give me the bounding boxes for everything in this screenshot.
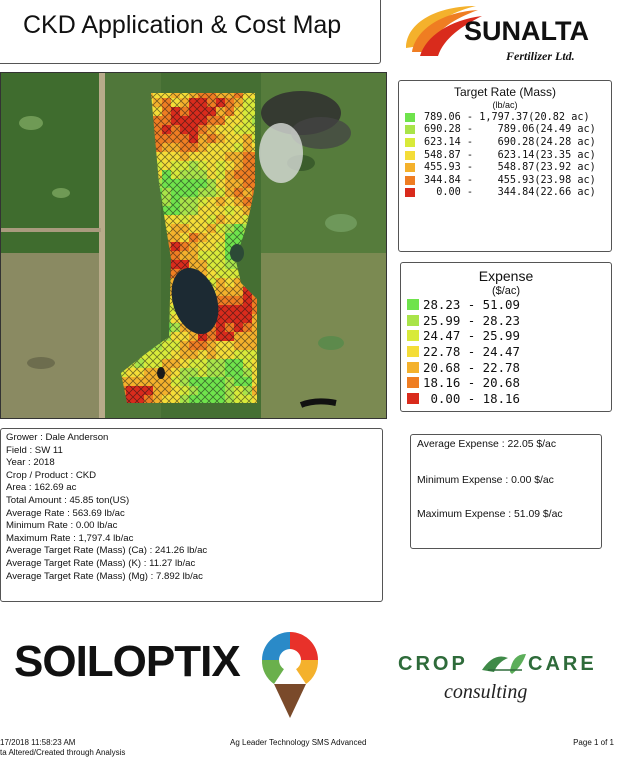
info-min-rate: Minimum Rate : 0.00 lb/ac — [6, 520, 118, 532]
legend-item: 690.28 - 789.06(24.49 ac) — [405, 124, 596, 137]
legend-range: 28.23 - 51.09 — [423, 297, 520, 313]
legend-item: 344.84 - 455.93(23.98 ac) — [405, 174, 596, 187]
legend-item: 0.00 - 344.84(22.66 ac) — [405, 187, 596, 200]
map-pin-icon — [261, 632, 319, 718]
footer-source: ta Altered/Created through Analysis — [0, 748, 126, 757]
legend-range: 455.93 - 548.87(23.92 ac) — [424, 162, 596, 174]
info-year: Year : 2018 — [6, 457, 55, 469]
rate-legend-title: Target Rate (Mass) — [453, 85, 557, 99]
legend-swatch — [405, 188, 415, 198]
cropcare-word-right: CARE — [528, 653, 596, 675]
info-avg-mg: Average Target Rate (Mass) (Mg) : 7.892 … — [6, 570, 203, 582]
page-title: CKD Application & Cost Map — [23, 11, 342, 39]
info-avg-rate: Average Rate : 563.69 lb/ac — [6, 507, 125, 519]
legend-item: 28.23 - 51.09 — [407, 297, 520, 313]
legend-range: 20.68 - 22.78 — [423, 359, 520, 375]
footer-date: 17/2018 11:58:23 AM — [0, 738, 76, 747]
legend-item: 24.47 - 25.99 — [407, 328, 520, 344]
legend-item: 0.00 - 18.16 — [407, 391, 520, 407]
legend-swatch — [407, 377, 419, 389]
cropcare-logo: CROP CARE consulting — [398, 653, 596, 703]
info-avg-ca: Average Target Rate (Mass) (Ca) : 241.26… — [6, 545, 208, 557]
info-total: Total Amount : 45.85 ton(US) — [6, 494, 130, 506]
legend-range: 690.28 - 789.06(24.49 ac) — [424, 124, 596, 136]
legend-range: 789.06 - 1,797.37(20.82 ac) — [424, 111, 590, 123]
legend-swatch — [405, 112, 415, 122]
legend-swatch — [407, 299, 419, 311]
legend-swatch — [405, 175, 415, 185]
info-crop: Crop / Product : CKD — [6, 469, 97, 481]
info-field: Field : SW 11 — [6, 444, 63, 456]
expense-legend-unit: ($/ac) — [491, 285, 521, 297]
info-area: Area : 162.69 ac — [6, 482, 77, 494]
legend-item: 22.78 - 24.47 — [407, 344, 520, 360]
leaf-icon — [482, 654, 526, 674]
legend-range: 548.87 - 623.14(23.35 ac) — [424, 149, 596, 161]
legend-item: 455.93 - 548.87(23.92 ac) — [405, 161, 596, 174]
page-footer: 17/2018 11:58:23 AM ta Altered/Created t… — [0, 736, 622, 766]
title-box: CKD Application & Cost Map — [0, 0, 381, 64]
legend-item: 20.68 - 22.78 — [407, 359, 520, 375]
sunalta-logo: SUNALTA Fertilizer Ltd. — [406, 6, 589, 63]
legend-range: 18.16 - 20.68 — [423, 375, 520, 391]
cropcare-word-left: CROP — [398, 653, 468, 675]
legend-swatch — [407, 346, 419, 358]
expense-stats-panel: Average Expense : 22.05 $/ac Minimum Exp… — [410, 434, 602, 549]
legend-range: 344.84 - 455.93(23.98 ac) — [424, 174, 596, 186]
sunalta-name: SUNALTA — [464, 16, 589, 46]
legend-range: 25.99 - 28.23 — [423, 312, 520, 328]
rate-legend-unit: (lb/ac) — [492, 100, 518, 110]
info-avg-k: Average Target Rate (Mass) (K) : 11.27 l… — [6, 557, 196, 569]
legend-item: 25.99 - 28.23 — [407, 313, 520, 329]
legend-swatch — [405, 163, 415, 173]
legend-swatch — [405, 150, 415, 160]
legend-swatch — [405, 137, 415, 147]
legend-item: 548.87 - 623.14(23.35 ac) — [405, 149, 596, 162]
legend-item: 18.16 - 20.68 — [407, 375, 520, 391]
soiloptix-wordmark: SOILOPTIX — [14, 637, 240, 686]
legend-swatch — [405, 125, 415, 135]
map-canvas — [1, 73, 386, 418]
legend-range: 0.00 - 344.84(22.66 ac) — [424, 187, 596, 199]
legend-range: 0.00 - 18.16 — [423, 390, 520, 406]
info-grower: Grower : Dale Anderson — [6, 432, 109, 443]
expense-legend-title: Expense — [478, 268, 534, 284]
expense-legend: Expense ($/ac) 28.23 - 51.09 25.99 - 28.… — [400, 262, 612, 412]
stat-max-expense: Maximum Expense : 51.09 $/ac — [417, 509, 563, 520]
legend-range: 24.47 - 25.99 — [423, 328, 520, 344]
prescription-map[interactable] — [0, 72, 387, 419]
sunalta-tagline: Fertilizer Ltd. — [505, 49, 575, 63]
footer-software: Ag Leader Technology SMS Advanced — [230, 738, 367, 747]
stat-min-expense: Minimum Expense : 0.00 $/ac — [417, 475, 554, 486]
legend-swatch — [407, 361, 419, 373]
legend-item: 623.14 - 690.28(24.28 ac) — [405, 136, 596, 149]
footer-page: Page 1 of 1 — [573, 738, 614, 747]
info-max-rate: Maximum Rate : 1,797.4 lb/ac — [6, 532, 134, 544]
legend-item: 789.06 - 1,797.37(20.82 ac) — [405, 111, 596, 124]
legend-range: 22.78 - 24.47 — [423, 344, 520, 360]
field-info-panel: Grower : Dale Anderson Field : SW 11 Yea… — [0, 428, 383, 602]
soiloptix-logo: SOILOPTIX — [14, 632, 319, 718]
legend-swatch — [407, 330, 419, 342]
legend-range: 623.14 - 690.28(24.28 ac) — [424, 136, 596, 148]
cropcare-sub: consulting — [444, 681, 527, 703]
legend-swatch — [407, 314, 419, 326]
legend-swatch — [407, 392, 419, 404]
rate-legend-rows: 789.06 - 1,797.37(20.82 ac) 690.28 - 789… — [405, 111, 596, 199]
stat-avg-expense: Average Expense : 22.05 $/ac — [417, 439, 557, 450]
target-rate-legend: Target Rate (Mass) (lb/ac) 789.06 - 1,79… — [398, 80, 612, 252]
expense-legend-rows: 28.23 - 51.09 25.99 - 28.23 24.47 - 25.9… — [407, 297, 520, 406]
